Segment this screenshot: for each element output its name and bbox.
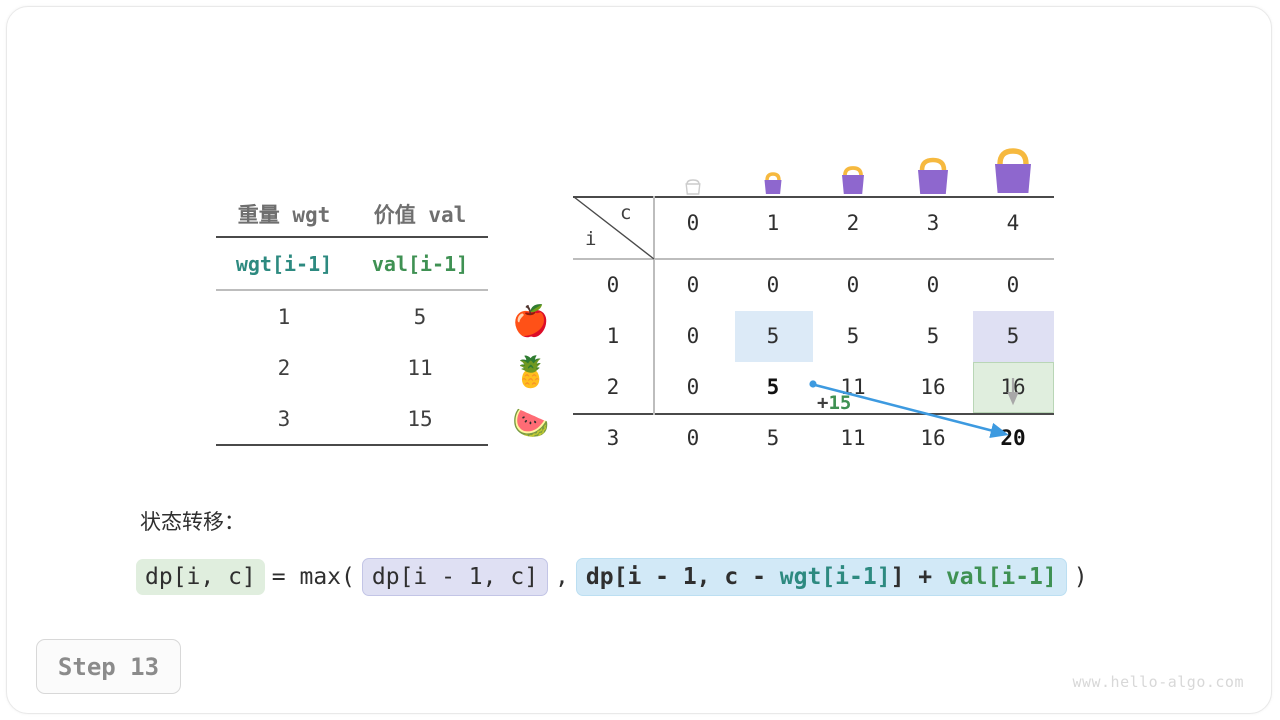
- bag-icon-row: [573, 128, 1054, 196]
- dp-cell-2-1: 5: [766, 375, 780, 399]
- dp-cell-2-4: 16: [1000, 375, 1026, 399]
- formula-lhs: dp[i, c]: [136, 559, 265, 595]
- dp-col-header-2: 2: [846, 211, 860, 235]
- dp-highlight-source: [735, 311, 813, 362]
- dp-cell-2-3: 16: [920, 375, 946, 399]
- dp-rule-bottom: [573, 413, 1054, 415]
- dp-cell-1-0: 0: [686, 324, 700, 348]
- dp-cell-0-2: 0: [846, 273, 860, 297]
- item-wgt-2: 2: [277, 355, 291, 380]
- dp-row-header-3: 3: [606, 426, 620, 450]
- dp-cell-1-4: 5: [1006, 324, 1020, 348]
- dp-highlight-prev: [973, 311, 1054, 362]
- dp-rule-header: [573, 258, 1054, 260]
- formula-eq: = max(: [271, 564, 355, 590]
- bag-4-icon: [973, 146, 1053, 196]
- gain-annotation: +15: [817, 392, 851, 414]
- dp-cell-1-2: 5: [846, 324, 860, 348]
- dp-corner-diagonal-icon: [573, 196, 655, 260]
- apple-icon: 🍎: [512, 304, 550, 339]
- dp-cell-0-1: 0: [766, 273, 780, 297]
- dp-cell-0-4: 0: [1006, 273, 1020, 297]
- dp-cell-3-4: 20: [1000, 426, 1026, 450]
- dp-table: c i 0 1 2 3 4 0 1 2 3 0 0 0 0 0 0 5 5 5 …: [573, 128, 1054, 450]
- item-table-subheader-row: wgt[i-1] val[i-1]: [216, 238, 488, 289]
- dp-rule-top: [573, 196, 1054, 198]
- transition-formula: dp[i, c] = max( dp[i - 1, c] , dp[i - 1,…: [136, 558, 1095, 596]
- item-subheader-val: val[i-1]: [371, 251, 469, 276]
- dp-cell-1-3: 5: [926, 324, 940, 348]
- item-table-header-row: 重量 wgt 价值 val: [216, 192, 488, 236]
- dp-col-header-1: 1: [766, 211, 780, 235]
- formula-close-paren: ): [1073, 564, 1088, 590]
- dp-cell-0-3: 0: [926, 273, 940, 297]
- dp-row-header-2: 2: [606, 375, 620, 399]
- bag-2-icon: [813, 163, 893, 196]
- dp-cell-3-0: 0: [686, 426, 700, 450]
- item-table-rule-mid: [216, 289, 488, 291]
- item-subheader-wgt: wgt[i-1]: [235, 251, 333, 276]
- dp-row-header-1: 1: [606, 324, 620, 348]
- dp-col-header-0: 0: [686, 211, 700, 235]
- watermelon-icon: 🍉: [512, 406, 550, 441]
- dp-cell-1-1: 5: [766, 324, 780, 348]
- pineapple-icon: 🍍: [512, 355, 550, 390]
- dp-cell-3-2: 11: [840, 426, 866, 450]
- bag-1-icon: [733, 169, 813, 196]
- formula-arg2-val: val[i-1]: [945, 564, 1057, 590]
- item-val-3: 15: [407, 406, 433, 431]
- bag-3-icon: [893, 155, 973, 196]
- dp-cell-0-0: 0: [686, 273, 700, 297]
- formula-comma: ,: [555, 564, 569, 590]
- item-row-3: 3 15: [216, 393, 488, 444]
- bag-0-icon: [653, 176, 733, 196]
- item-header-val: 价值 val: [373, 203, 467, 227]
- formula-arg2-prefix: dp[i - 1, c -: [585, 564, 780, 590]
- dp-rule-vertical: [653, 196, 655, 415]
- fruit-column: 🍎 🍍 🍉: [505, 296, 557, 449]
- state-transition-label: 状态转移：: [140, 510, 245, 534]
- dp-axis-label-c: c: [620, 202, 632, 224]
- watermark: www.hello-algo.com: [1072, 673, 1244, 691]
- dp-cell-2-0: 0: [686, 375, 700, 399]
- dp-cell-3-1: 5: [766, 426, 780, 450]
- item-header-wgt: 重量 wgt: [237, 203, 331, 227]
- item-table: 重量 wgt 价值 val wgt[i-1] val[i-1] 1 5 2 11…: [216, 192, 488, 446]
- formula-arg2-wgt: wgt[i-1]: [779, 564, 891, 590]
- gain-plus: +: [817, 392, 829, 414]
- step-badge: Step 13: [36, 639, 181, 694]
- item-row-1: 1 5: [216, 291, 488, 342]
- slide-card-frame: [6, 6, 1272, 714]
- dp-axis-label-i: i: [585, 228, 597, 250]
- item-row-2: 2 11: [216, 342, 488, 393]
- item-table-rule-top: [216, 236, 488, 238]
- item-wgt-1: 1: [277, 304, 291, 329]
- formula-arg2: dp[i - 1, c - wgt[i-1]] + val[i-1]: [575, 558, 1067, 596]
- formula-arg2-mid: ] +: [890, 564, 946, 590]
- item-wgt-3: 3: [277, 406, 291, 431]
- item-val-2: 11: [407, 355, 433, 380]
- dp-col-header-3: 3: [926, 211, 940, 235]
- item-val-1: 5: [413, 304, 427, 329]
- item-table-rule-bottom: [216, 444, 488, 446]
- dp-grid: c i 0 1 2 3 4 0 1 2 3 0 0 0 0 0 0 5 5 5 …: [573, 196, 1054, 450]
- dp-col-header-4: 4: [1006, 211, 1020, 235]
- formula-arg1: dp[i - 1, c]: [361, 558, 549, 596]
- dp-cell-3-3: 16: [920, 426, 946, 450]
- gain-value: 15: [828, 392, 852, 414]
- dp-row-header-0: 0: [606, 273, 620, 297]
